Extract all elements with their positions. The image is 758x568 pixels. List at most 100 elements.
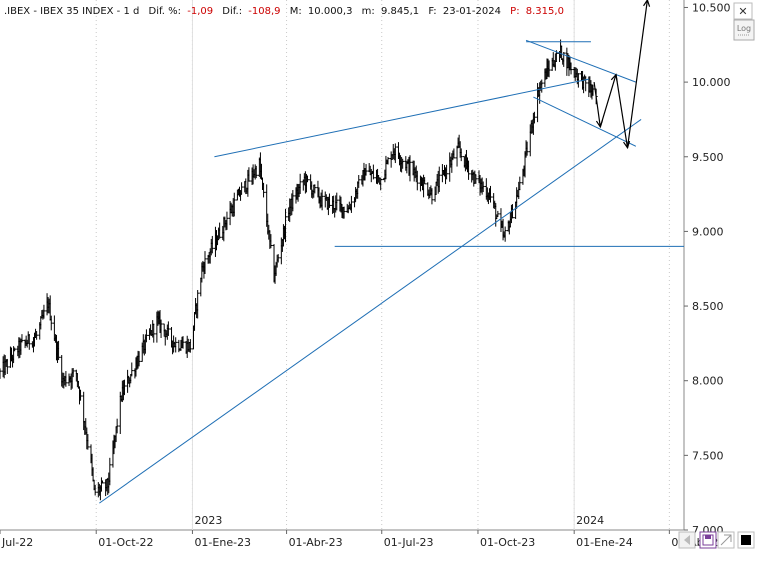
price-bar: [64, 371, 68, 387]
price-bar: [320, 189, 324, 211]
dif-value: -108,9: [248, 6, 280, 17]
price-bar: [393, 143, 397, 164]
price-tick-label: 10.500: [692, 1, 731, 14]
color-picker-button[interactable]: [737, 531, 755, 549]
price-bar: [27, 333, 31, 350]
price-bar: [57, 340, 61, 361]
price-bar: [225, 211, 229, 230]
chevron-left-icon: [684, 535, 690, 545]
price-bar: [269, 234, 273, 249]
resize-icon: [720, 534, 732, 546]
year-markers: 2023 2024: [191, 0, 604, 530]
time-tick-label: 01-Oct-22: [98, 536, 153, 549]
price-bar: [210, 235, 214, 254]
price-bar: [0, 368, 2, 379]
price-bar: [364, 164, 368, 176]
price-bar: [5, 358, 9, 374]
price-bar: [540, 79, 544, 93]
max-label: M:: [290, 6, 302, 17]
projection-arrowhead: [643, 0, 651, 7]
price-bar: [327, 193, 331, 208]
price-bar: [291, 190, 295, 212]
log-scale-label: Log: [737, 24, 751, 33]
price-bar: [547, 60, 551, 78]
trendline[interactable]: [99, 119, 642, 504]
close-icon: ✕: [738, 5, 747, 18]
price-bar: [79, 389, 83, 401]
price-bar: [159, 319, 163, 338]
save-button[interactable]: [699, 531, 717, 549]
price-bar: [474, 174, 478, 184]
price-bar: [232, 192, 236, 217]
price-bar: [20, 334, 24, 343]
price-bar: [262, 182, 266, 198]
symbol-label: .IBEX - IBEX 35 INDEX - 1 d: [4, 6, 139, 17]
scroll-left-button[interactable]: [678, 531, 696, 549]
dif-pct-value: -1,09: [187, 6, 213, 17]
time-tick-label: Jul-22: [1, 536, 33, 549]
projection-arrowhead: [610, 73, 618, 82]
price-bar: [459, 148, 463, 162]
price-bar: [254, 165, 258, 179]
price-bar: [408, 155, 412, 182]
price-bar: [342, 206, 346, 219]
price-bar: [100, 480, 104, 484]
price-bar: [93, 484, 97, 496]
price-bar: [218, 222, 222, 239]
price-bar: [401, 158, 405, 169]
close-button[interactable]: ✕: [733, 2, 753, 20]
price-tick-label: 7.500: [692, 449, 724, 462]
price-tick-label: 8.500: [692, 300, 724, 313]
price-bar: [42, 304, 46, 319]
price-bar: [445, 164, 449, 180]
time-axis: Jul-22 01-Oct-22 01-Ene-23 01-Abr-23 01-Jul-…: [0, 530, 725, 549]
price-bar: [379, 177, 383, 191]
projection-arrowhead: [595, 120, 604, 129]
price-tick-label: 9.000: [692, 225, 724, 238]
channel-line[interactable]: [533, 96, 637, 147]
price-label: P:: [510, 6, 519, 17]
trendline[interactable]: [214, 78, 589, 158]
price-bar: [137, 351, 141, 367]
dif-pct-label: Dif. %:: [149, 6, 182, 17]
price-bar: [481, 181, 485, 193]
price-bar: [569, 62, 573, 75]
time-tick-label: 01-Ene-23: [194, 536, 251, 549]
price-bar: [584, 76, 588, 92]
trend-annotations[interactable]: [99, 0, 684, 504]
price-bar: [144, 329, 148, 343]
chart-settings-button[interactable]: [717, 531, 735, 549]
price-bar: [196, 289, 200, 319]
price-bar: [122, 379, 126, 396]
price-bar: [174, 337, 178, 353]
price-bar: [518, 176, 522, 191]
price-axis: 7.0007.5008.0008.5009.0009.50010.00010.5…: [684, 1, 731, 537]
price-bar: [525, 141, 529, 156]
price-bar: [49, 315, 53, 331]
price-bar: [166, 321, 170, 336]
chart-header: .IBEX - IBEX 35 INDEX - 1 d Dif. %: -1,0…: [4, 6, 564, 17]
price-bar: [71, 368, 75, 378]
price-bar: [532, 111, 536, 124]
log-scale-button[interactable]: Log: [733, 19, 755, 41]
price-tick-label: 10.000: [692, 76, 731, 89]
price-series: [0, 39, 598, 501]
price-bar: [276, 254, 280, 263]
price-bar: [247, 167, 251, 182]
price-bar: [357, 175, 361, 188]
channel-line[interactable]: [525, 39, 637, 83]
price-bar: [188, 339, 192, 353]
price-bar: [591, 84, 595, 96]
projection-arrowhead: [623, 140, 631, 150]
price-bar: [13, 347, 17, 352]
price-bar: [181, 336, 185, 349]
max-value: 10.000,3: [308, 6, 353, 17]
dif-label: Dif.:: [222, 6, 242, 17]
price-bar: [35, 331, 39, 340]
price-tick-label: 9.500: [692, 151, 724, 164]
time-tick-label: 01-Abr-23: [289, 536, 343, 549]
price-bar: [415, 170, 419, 191]
price-bar: [371, 164, 375, 180]
price-bar: [152, 323, 156, 343]
